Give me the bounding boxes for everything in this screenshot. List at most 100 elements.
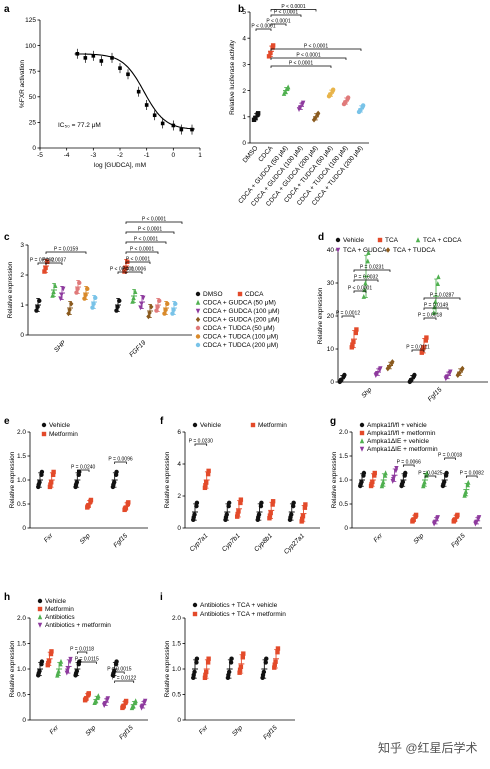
data-point [260,672,266,678]
data-point [122,269,127,274]
data-point [206,468,211,474]
legend-marker [359,446,365,452]
x-category-label: Shp [412,532,425,545]
y-tick-label: 40 [327,247,335,254]
significance-bracket [45,262,63,265]
data-point [300,100,306,106]
y-tick-label: 30 [327,280,335,287]
data-point [234,514,240,519]
data-point [163,307,168,313]
p-value-label: P = 0.0159 [54,247,78,253]
significance-bracket [125,261,151,264]
p-value-label: P < 0.0001 [289,61,313,67]
y-tick-label: 1.5 [339,453,348,460]
significance-bracket [45,251,87,254]
x-category-label: FGF19 [128,339,148,359]
legend-label: Ampka1ΔIE + metformin [367,446,438,453]
data-point [123,698,129,704]
legend-label: TCA + TUDCA [393,247,436,254]
data-point [42,269,47,274]
data-point [122,506,128,511]
legend-marker [237,291,243,297]
data-point [67,307,72,313]
p-value-label: P < 0.0001 [142,217,166,223]
data-point [444,470,449,476]
data-point [202,675,208,681]
p-value-label: P < 0.0001 [281,4,305,10]
data-point [345,95,351,100]
y-tick-label: 0.5 [172,692,181,699]
significance-bracket [114,461,127,464]
legend-label: CDCA + TUDCA (50 μM) [203,325,275,332]
legend-marker [250,422,256,428]
significance-bracket [255,28,272,31]
p-value-label: P = 0.0015 [107,667,131,673]
data-point [58,661,63,667]
significance-bracket [125,221,183,224]
y-tick-label: 125 [25,17,36,24]
data-point [431,309,436,315]
data-point [238,497,244,502]
data-point [272,665,277,670]
data-point [157,298,162,304]
panel-i: 0 0.5 1.0 1.5 2.0 Relative expression Fxr Shp Fg… [164,602,295,741]
data-point [130,704,135,710]
p-value-label: P = 0.0118 [70,647,94,653]
y-tick-label: 0.5 [339,501,348,508]
data-point [256,515,261,520]
significance-bracket [411,349,425,352]
significance-bracket [76,651,88,654]
y-tick-label: 1.5 [17,641,26,648]
y-tick-label: 0 [22,525,26,532]
data-point [141,295,146,301]
data-point [194,500,200,506]
p-value-label: P < 0.0001 [274,10,298,16]
x-category-label: Cyp8b1 [253,532,274,553]
y-tick-label: 2 [242,88,246,95]
y-tick-label: 5 [242,9,246,16]
y-tick-label: 75 [29,68,37,75]
data-point [299,516,305,522]
data-point [203,483,208,488]
data-point [77,469,82,475]
data-point [263,660,268,665]
data-point [39,469,45,475]
y-tick-label: 2.0 [17,429,26,436]
data-point [435,281,440,287]
data-point [77,659,82,664]
legend-marker [195,299,201,305]
data-point [205,471,211,477]
data-point [120,704,126,710]
data-point [383,470,388,476]
legend-marker [195,325,201,331]
data-point [75,51,80,56]
data-point [237,670,242,675]
data-point [149,304,154,310]
data-point [258,503,264,509]
data-point [58,296,63,302]
data-point [338,378,343,384]
significance-bracket [423,307,449,310]
data-point [351,339,356,345]
panel-f: 0 2 4 6 Relative expression Cyp7a1 Cyp7b1 Cyp8b… [164,422,320,556]
p-value-label: P = 0.0149 [424,303,448,309]
y-tick-label: 100 [25,43,36,50]
y-tick-label: 3 [20,242,24,249]
data-point [92,699,98,704]
data-point [268,510,273,516]
data-point [160,121,165,126]
data-point [144,103,149,107]
panel-a: 0 25 50 75 100 125 %FXR activation -5 -4 -3 -2 -1 0 1… [19,17,202,169]
significance-bracket [125,241,167,244]
y-tick-label: 2 [20,272,24,279]
y-axis-title: Relative expression [164,451,171,508]
data-point [226,500,232,506]
x-category-label: Fxr [198,724,210,736]
p-value-label: P = 0.0066 [397,460,421,466]
significance-bracket [270,9,317,12]
x-category-label: Fxr [372,532,384,544]
y-tick-label: 3 [242,62,246,69]
data-point [74,290,79,295]
p-value-label: P < 0.0001 [304,44,328,50]
data-point [111,482,116,487]
